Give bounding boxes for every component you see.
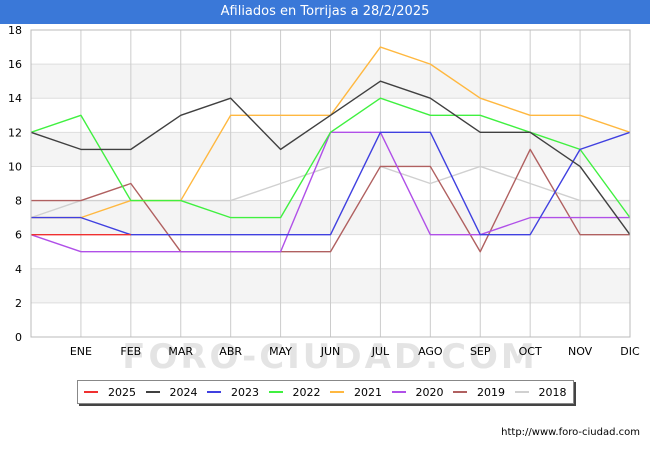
y-tick-label: 8 (15, 195, 22, 208)
y-tick-label: 16 (8, 58, 22, 71)
x-tick-label: AGO (418, 345, 443, 358)
x-tick-label: SEP (470, 345, 491, 358)
x-tick-label: OCT (519, 345, 542, 358)
legend-label: 2023 (231, 385, 259, 399)
watermark: FORO-CIUDAD.COM (122, 337, 538, 377)
series-line-2019 (31, 148, 630, 253)
y-tick-label: 14 (8, 92, 22, 105)
legend: 2025 2024 2023 2022 2021 2020 2019 2018 (77, 380, 574, 404)
chart-title: Afiliados en Torrijas a 28/2/2025 (0, 0, 650, 24)
legend-label: 2022 (292, 385, 321, 399)
legend-swatch (268, 391, 283, 393)
y-tick-label: 0 (15, 331, 22, 344)
x-tick-label: ENE (70, 345, 92, 358)
y-tick-label: 18 (8, 24, 22, 37)
legend-item-2018: 2018 (514, 381, 567, 403)
legend-swatch (84, 391, 98, 393)
legend-item-2019: 2019 (453, 381, 505, 403)
y-tick-label: 2 (15, 297, 22, 310)
x-tick-label: MAR (168, 345, 193, 358)
legend-item-2024: 2024 (145, 381, 198, 403)
series-line-2024 (30, 80, 631, 236)
legend-item-2023: 2023 (207, 381, 259, 403)
x-tick-label: ABR (219, 345, 242, 358)
x-tick-label: NOV (568, 345, 593, 358)
legend-item-2025: 2025 (84, 381, 136, 403)
x-tick-label: DIC (620, 345, 640, 358)
legend-swatch (145, 391, 160, 393)
legend-label: 2020 (415, 385, 444, 399)
legend-label: 2024 (169, 385, 198, 399)
legend-swatch (391, 391, 406, 393)
x-tick-label: MAY (269, 345, 292, 358)
legend-swatch (514, 391, 529, 393)
legend-label: 2021 (354, 385, 382, 399)
y-tick-label: 12 (8, 126, 22, 139)
x-tick-label: JUL (371, 345, 390, 358)
legend-item-2022: 2022 (268, 381, 321, 403)
y-tick-label: 4 (15, 263, 22, 276)
legend-label: 2025 (108, 385, 136, 399)
y-tick-label: 10 (8, 160, 22, 173)
x-tick-label: FEB (120, 345, 141, 358)
legend-swatch (330, 391, 344, 393)
y-tick-label: 6 (15, 229, 22, 242)
legend-label: 2019 (477, 385, 505, 399)
legend-item-2020: 2020 (391, 381, 444, 403)
legend-item-2021: 2021 (330, 381, 382, 403)
legend-swatch (453, 391, 467, 393)
x-tick-label: JUN (320, 345, 341, 358)
legend-label: 2018 (538, 385, 567, 399)
source-url[interactable]: http://www.foro-ciudad.com (501, 427, 640, 438)
legend-swatch (207, 391, 221, 393)
